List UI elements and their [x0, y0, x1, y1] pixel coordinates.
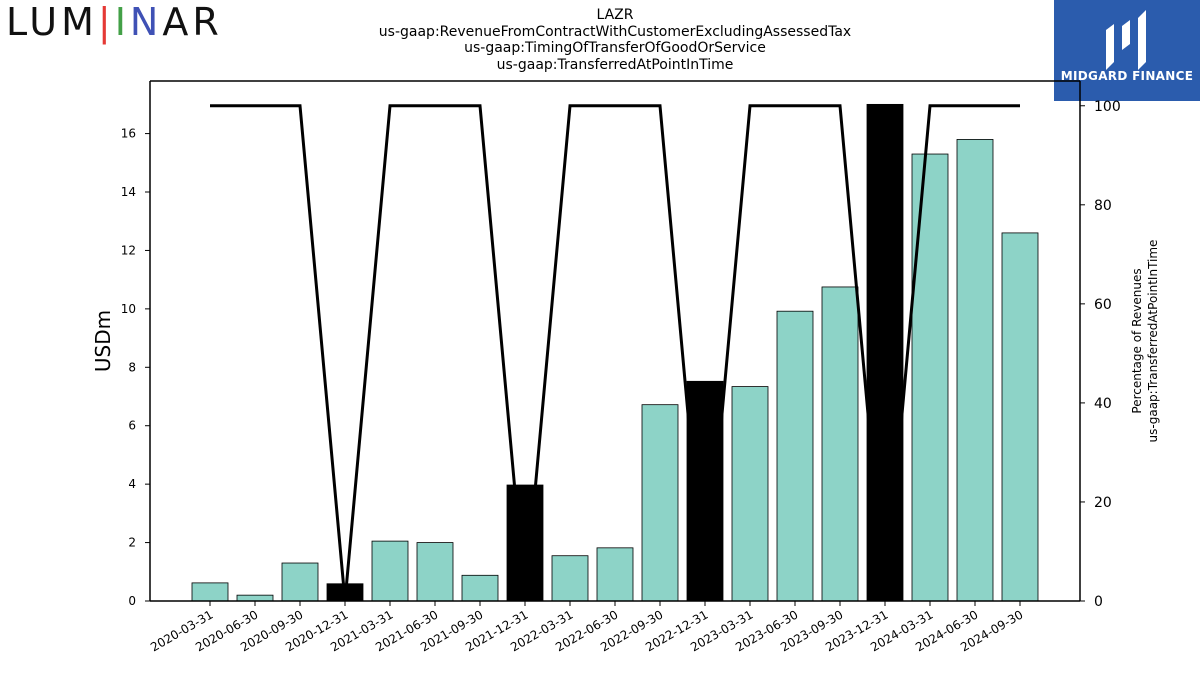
y-tick-label: 12: [121, 243, 136, 257]
y2-tick-label: 0: [1094, 594, 1103, 610]
y2-tick-label: 100: [1094, 99, 1121, 115]
midgard-finance-logo: MIDGARD FINANCE: [1054, 0, 1200, 101]
y2-tick-label: 20: [1094, 495, 1112, 511]
y2-tick-label: 40: [1094, 396, 1112, 412]
chart-title-block: LAZR us-gaap:RevenueFromContractWithCust…: [315, 7, 915, 73]
bar-2020-09-30: [281, 562, 319, 602]
bar-2023-12-31: [866, 103, 904, 602]
bar-2024-03-31: [911, 153, 949, 602]
bar-2022-06-30: [596, 547, 634, 602]
bar-2022-03-31: [551, 555, 589, 602]
y-tick-label: 2: [128, 536, 136, 550]
midgard-finance-label: MIDGARD FINANCE: [1060, 69, 1194, 83]
y-tick-label: 16: [121, 127, 136, 141]
bar-2023-09-30: [821, 286, 859, 602]
chart-title-line-3: us-gaap:TimingOfTransferOfGoodOrService: [464, 40, 766, 56]
y2-axis-label-line: us-gaap:TransferredAtPointInTime: [1146, 240, 1160, 443]
bar-2024-09-30: [1001, 232, 1039, 602]
midgard-mark-icon: [1106, 10, 1146, 70]
bar-2021-12-31: [506, 484, 544, 602]
chart-title-line-2: us-gaap:RevenueFromContractWithCustomerE…: [378, 23, 852, 40]
bar-2022-09-30: [641, 404, 679, 602]
luminar-logo: LUM|INAR: [6, 0, 223, 44]
y-tick-label: 0: [128, 594, 136, 608]
chart-title-line-4: us-gaap:TransferredAtPointInTime: [496, 56, 734, 73]
bar-2021-03-31: [371, 540, 409, 602]
y-tick-label: 6: [128, 419, 136, 433]
bar-2023-03-31: [731, 386, 769, 602]
bar-2020-06-30: [236, 594, 274, 602]
bar-2022-12-31: [686, 380, 724, 602]
bar-2021-09-30: [461, 574, 499, 602]
y2-tick-label: 80: [1094, 198, 1112, 214]
y2-tick-label: 60: [1094, 297, 1112, 313]
bar-2023-06-30: [776, 310, 814, 602]
bar-2024-06-30: [956, 139, 994, 602]
bar-2020-03-31: [191, 582, 229, 602]
y-tick-label: 4: [128, 477, 136, 491]
bar-2021-06-30: [416, 542, 454, 602]
y-axis-label: USDm: [91, 310, 115, 372]
y2-axis-label-line: Percentage of Revenues: [1130, 268, 1144, 413]
y-tick-label: 8: [128, 360, 136, 374]
y-tick-label: 14: [121, 185, 136, 199]
y-tick-label: 10: [121, 302, 136, 316]
chart-title-line-1: LAZR: [596, 7, 634, 23]
